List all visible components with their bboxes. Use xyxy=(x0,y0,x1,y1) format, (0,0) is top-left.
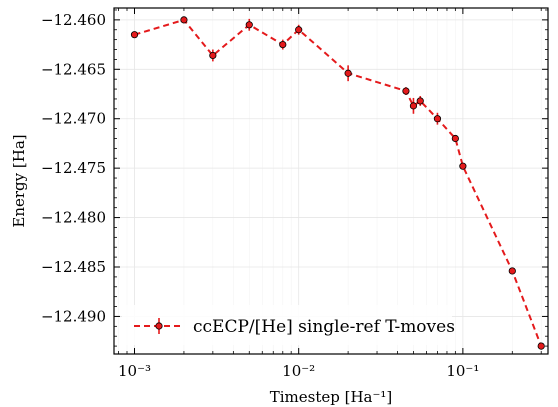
y-tick-label: −12.470 xyxy=(41,110,106,128)
legend: ccECP/[He] single-ref T-moves xyxy=(122,305,455,345)
x-axis-label: Timestep [Ha⁻¹] xyxy=(270,388,393,406)
x-tick-label: 10⁻³ xyxy=(118,362,151,380)
y-tick-label: −12.465 xyxy=(41,60,106,78)
series-line xyxy=(134,18,543,347)
data-point xyxy=(537,342,545,350)
data-point xyxy=(209,51,217,60)
data-point xyxy=(130,31,139,39)
series-layer xyxy=(130,16,545,350)
data-point xyxy=(409,102,418,110)
x-tick-label: 10⁻² xyxy=(282,362,315,380)
y-tick-label: −12.485 xyxy=(41,258,106,276)
data-point xyxy=(451,134,459,143)
y-tick-label: −12.460 xyxy=(41,11,106,29)
ticks: 10⁻³ 10⁻² 10⁻¹ −12.460 −12.465 −12.470 −12.475… xyxy=(41,8,548,380)
data-point xyxy=(279,40,287,49)
data-point xyxy=(416,97,424,105)
y-tick-label: −12.480 xyxy=(41,209,106,227)
data-point xyxy=(180,16,188,24)
y-tick-label: −12.490 xyxy=(41,307,106,325)
data-point xyxy=(459,162,467,170)
data-point xyxy=(245,21,253,29)
data-point xyxy=(508,267,516,275)
data-point xyxy=(344,69,352,77)
grid xyxy=(114,8,548,354)
legend-label: ccECP/[He] single-ref T-moves xyxy=(193,317,455,337)
legend-marker xyxy=(155,322,163,330)
data-point xyxy=(433,115,442,123)
y-axis-label: Energy [Ha] xyxy=(10,134,28,227)
plot-frame xyxy=(113,7,549,355)
data-point xyxy=(295,26,303,34)
data-point xyxy=(402,87,410,95)
y-tick-label: −12.475 xyxy=(41,159,106,177)
x-tick-label: 10⁻¹ xyxy=(446,362,479,380)
